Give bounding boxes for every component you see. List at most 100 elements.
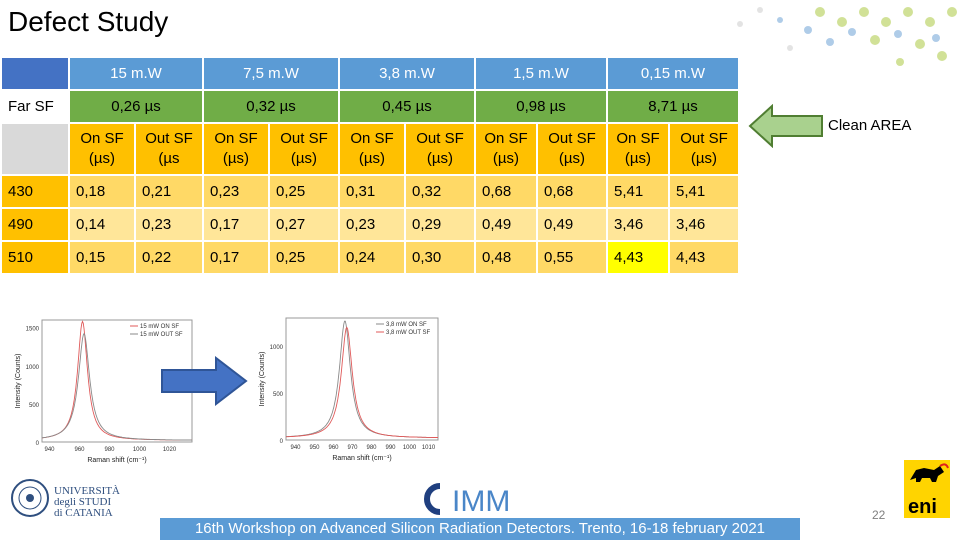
university-seal-icon bbox=[11, 479, 49, 517]
right-arrow-icon bbox=[161, 356, 248, 406]
x-tick-label: 980 bbox=[366, 445, 377, 451]
page-number: 22 bbox=[872, 508, 886, 522]
table-cell: 0,68 bbox=[536, 174, 608, 209]
wavelength-cell: 490 bbox=[0, 207, 70, 242]
x-tick-label: 940 bbox=[290, 445, 301, 451]
far-sf-label: Far SF bbox=[0, 89, 70, 124]
on-sf-header: On SF (µs) bbox=[474, 122, 538, 176]
y-tick-label: 500 bbox=[29, 403, 40, 409]
raman-chart-15mw: 0 500 1000 1500 940 960 980 1000 1020 Raman shift… bbox=[15, 319, 193, 464]
time-header: 0,45 µs bbox=[338, 89, 476, 124]
x-axis-label: Raman shift (cm⁻¹) bbox=[332, 455, 391, 462]
plot-frame bbox=[285, 317, 439, 441]
clean-area-label: Clean AREA bbox=[828, 117, 912, 134]
legend-entry: 15 mW OUT SF bbox=[140, 332, 183, 338]
table-cell: 0,25 bbox=[268, 240, 340, 275]
x-tick-label: 950 bbox=[309, 445, 320, 451]
table-cell: 0,17 bbox=[202, 207, 270, 242]
raman-chart-3-8mw: 0 500 1000 940 950 960 970 980 990 1000 1010 Raman … bbox=[259, 317, 439, 462]
imm-logo-text: IMM bbox=[452, 485, 510, 516]
y-tick-label: 500 bbox=[273, 392, 284, 398]
x-tick-label: 1000 bbox=[403, 445, 417, 451]
table-row: 510 0,15 0,22 0,17 0,25 0,24 0,30 0,48 0… bbox=[0, 240, 740, 275]
table-cell: 5,41 bbox=[668, 174, 740, 209]
x-tick-label: 970 bbox=[347, 445, 358, 451]
table-cell: 0,18 bbox=[68, 174, 136, 209]
table-cell: 0,17 bbox=[202, 240, 270, 275]
table-cell: 0,68 bbox=[474, 174, 538, 209]
legend-entry: 15 mW ON SF bbox=[140, 324, 179, 330]
table-row: 490 0,14 0,23 0,17 0,27 0,23 0,29 0,49 0… bbox=[0, 207, 740, 242]
subheader-blank-cell bbox=[0, 122, 70, 176]
six-legged-dog-icon bbox=[910, 463, 949, 482]
table-cell: 0,27 bbox=[268, 207, 340, 242]
footer-bar: 16th Workshop on Advanced Silicon Radiat… bbox=[160, 518, 800, 540]
y-axis-label: Intensity (Counts) bbox=[259, 352, 266, 407]
x-tick-label: 1020 bbox=[163, 447, 177, 453]
out-sf-header: Out SF (µs) bbox=[668, 122, 740, 176]
table-cell: 4,43 bbox=[606, 240, 670, 275]
power-header: 7,5 m.W bbox=[202, 56, 340, 91]
university-line: di CATANIA bbox=[54, 507, 113, 519]
table-cell: 0,15 bbox=[68, 240, 136, 275]
x-tick-label: 1010 bbox=[422, 445, 436, 451]
out-sf-header: Out SF (µs) bbox=[536, 122, 608, 176]
out-sf-header: Out SF (µs) bbox=[404, 122, 476, 176]
out-sf-header: Out SF (µs bbox=[134, 122, 204, 176]
table-cell: 3,46 bbox=[668, 207, 740, 242]
table-cell: 0,21 bbox=[134, 174, 204, 209]
y-axis-label: Intensity (Counts) bbox=[15, 354, 22, 409]
x-tick-label: 980 bbox=[104, 447, 115, 453]
series-line bbox=[41, 332, 192, 441]
table-cell: 0,22 bbox=[134, 240, 204, 275]
legend-entry: 3,8 mW ON SF bbox=[386, 322, 427, 328]
time-header: 8,71 µs bbox=[606, 89, 740, 124]
y-tick-label: 1500 bbox=[26, 327, 40, 333]
table-cell: 0,14 bbox=[68, 207, 136, 242]
table-row: 430 0,18 0,21 0,23 0,25 0,31 0,32 0,68 0… bbox=[0, 174, 740, 209]
table-cell: 0,49 bbox=[474, 207, 538, 242]
x-tick-label: 960 bbox=[328, 445, 339, 451]
x-tick-label: 940 bbox=[44, 447, 55, 453]
power-header: 1,5 m.W bbox=[474, 56, 608, 91]
power-header: 0,15 m.W bbox=[606, 56, 740, 91]
table-cell: 0,25 bbox=[268, 174, 340, 209]
y-tick-label: 1000 bbox=[26, 365, 40, 371]
wavelength-cell: 430 bbox=[0, 174, 70, 209]
header-blank-cell bbox=[0, 56, 70, 91]
left-arrow-icon bbox=[748, 104, 823, 148]
time-header: 0,26 µs bbox=[68, 89, 204, 124]
defect-table: 15 m.W 7,5 m.W 3,8 m.W 1,5 m.W 0,15 m.W … bbox=[0, 56, 740, 275]
on-sf-header: On SF (µs) bbox=[606, 122, 670, 176]
legend-entry: 3,8 mW OUT SF bbox=[386, 330, 431, 336]
university-line: UNIVERSITÀ bbox=[54, 485, 120, 497]
table-cell: 0,29 bbox=[404, 207, 476, 242]
on-sf-header: On SF (µs) bbox=[202, 122, 270, 176]
out-sf-header: Out SF (µs) bbox=[268, 122, 340, 176]
y-tick-label: 0 bbox=[280, 439, 284, 445]
time-header: 0,32 µs bbox=[202, 89, 340, 124]
table-cell: 0,23 bbox=[202, 174, 270, 209]
table-cell: 5,41 bbox=[606, 174, 670, 209]
x-tick-label: 990 bbox=[385, 445, 396, 451]
on-sf-header: On SF (µs) bbox=[338, 122, 406, 176]
wavelength-cell: 510 bbox=[0, 240, 70, 275]
x-tick-label: 960 bbox=[74, 447, 85, 453]
on-sf-header: On SF (µs) bbox=[68, 122, 136, 176]
y-tick-label: 0 bbox=[36, 441, 40, 447]
eni-logo-text: eni bbox=[908, 496, 937, 518]
table-cell: 0,31 bbox=[338, 174, 406, 209]
power-header: 15 m.W bbox=[68, 56, 204, 91]
university-line: degli STUDI bbox=[54, 496, 112, 508]
university-name: UNIVERSITÀ degli STUDI di CATANIA bbox=[54, 486, 120, 519]
eni-logo bbox=[904, 460, 950, 518]
series-line bbox=[286, 326, 438, 438]
imm-logo: IMM bbox=[424, 483, 510, 516]
slide-title: Defect Study bbox=[8, 6, 169, 37]
table-cell: 0,24 bbox=[338, 240, 406, 275]
power-header: 3,8 m.W bbox=[338, 56, 476, 91]
x-tick-label: 1000 bbox=[133, 447, 147, 453]
time-header: 0,98 µs bbox=[474, 89, 608, 124]
table-cell: 0,32 bbox=[404, 174, 476, 209]
table-cell: 3,46 bbox=[606, 207, 670, 242]
